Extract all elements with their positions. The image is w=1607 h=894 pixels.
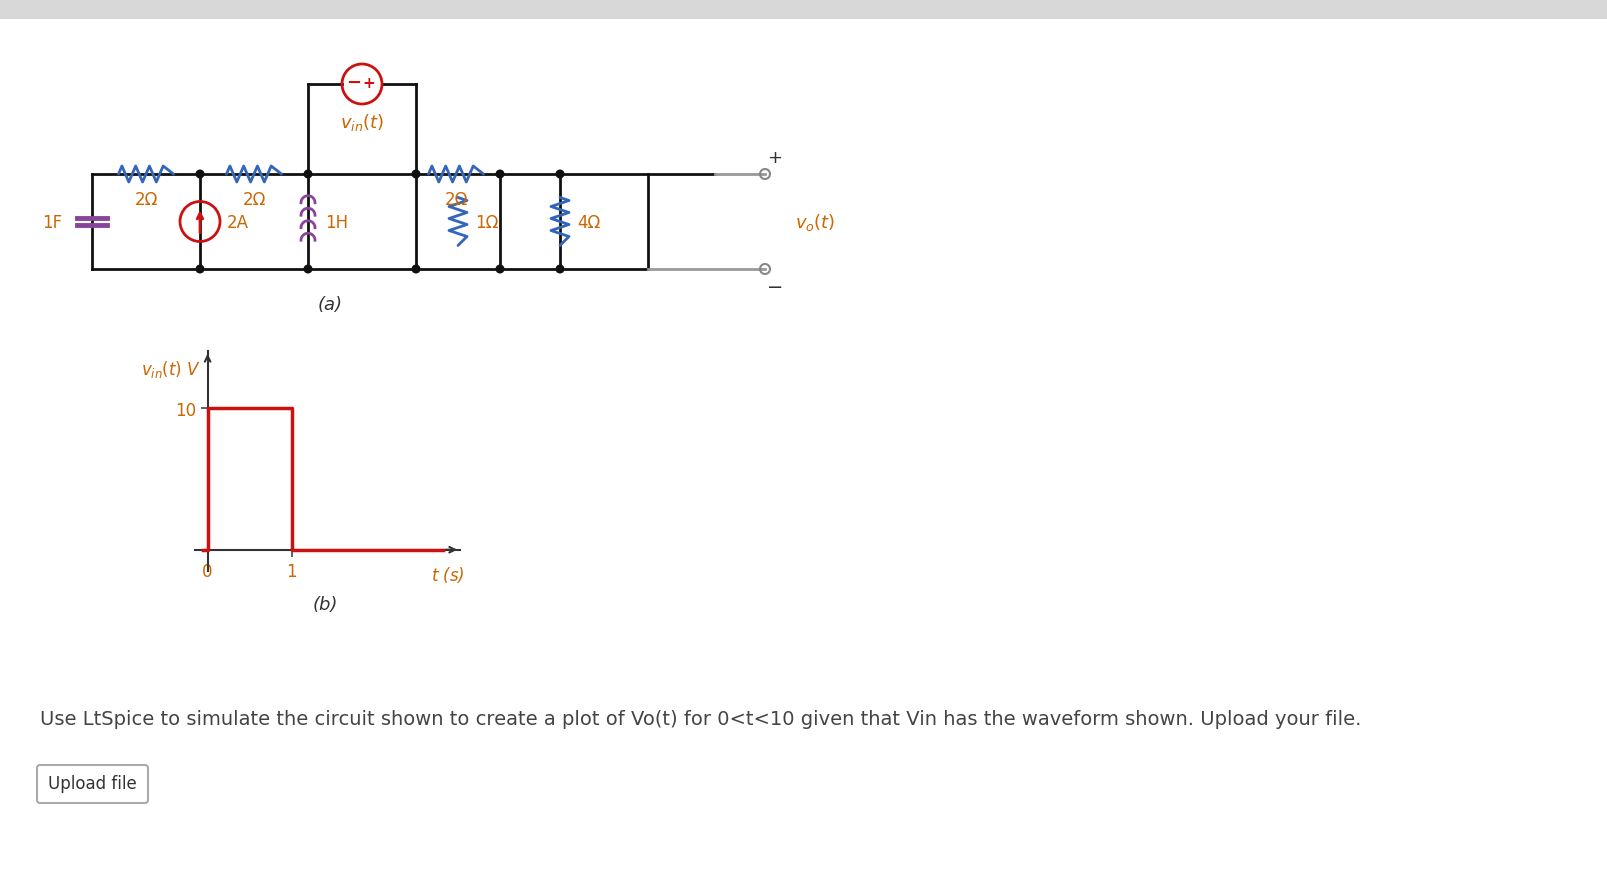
Text: $t$ (s): $t$ (s) [431,564,464,585]
Text: (b): (b) [313,595,337,613]
Text: (a): (a) [318,296,342,314]
Text: −: − [767,278,783,297]
Text: 1F: 1F [42,214,63,232]
Circle shape [304,266,312,274]
Text: −: − [347,74,362,92]
Circle shape [411,171,421,180]
FancyBboxPatch shape [37,765,148,803]
Circle shape [495,171,505,180]
Circle shape [556,266,564,274]
Text: $v_{\mathregular{in}}(t)$: $v_{\mathregular{in}}(t)$ [341,112,384,133]
Text: Upload file: Upload file [48,774,137,792]
Text: 2A: 2A [227,214,249,232]
Circle shape [495,266,505,274]
Circle shape [196,266,204,274]
Text: Use LtSpice to simulate the circuit shown to create a plot of Vo(t) for 0<t<10 g: Use LtSpice to simulate the circuit show… [40,710,1361,729]
Text: +: + [363,75,376,90]
Bar [0,0,1607,20]
Text: +: + [768,148,783,167]
Text: 2Ω: 2Ω [444,190,468,209]
Circle shape [304,171,312,180]
Text: 1H: 1H [325,214,349,232]
Text: 4Ω: 4Ω [577,214,601,232]
Text: $v_o(t)$: $v_o(t)$ [795,212,836,232]
Text: 1Ω: 1Ω [476,214,498,232]
Circle shape [196,171,204,180]
Circle shape [556,171,564,180]
Circle shape [411,266,421,274]
Text: 2Ω: 2Ω [243,190,265,209]
Text: $v_{\mathregular{in}}(t)$ V: $v_{\mathregular{in}}(t)$ V [141,358,201,380]
Text: 2Ω: 2Ω [135,190,157,209]
